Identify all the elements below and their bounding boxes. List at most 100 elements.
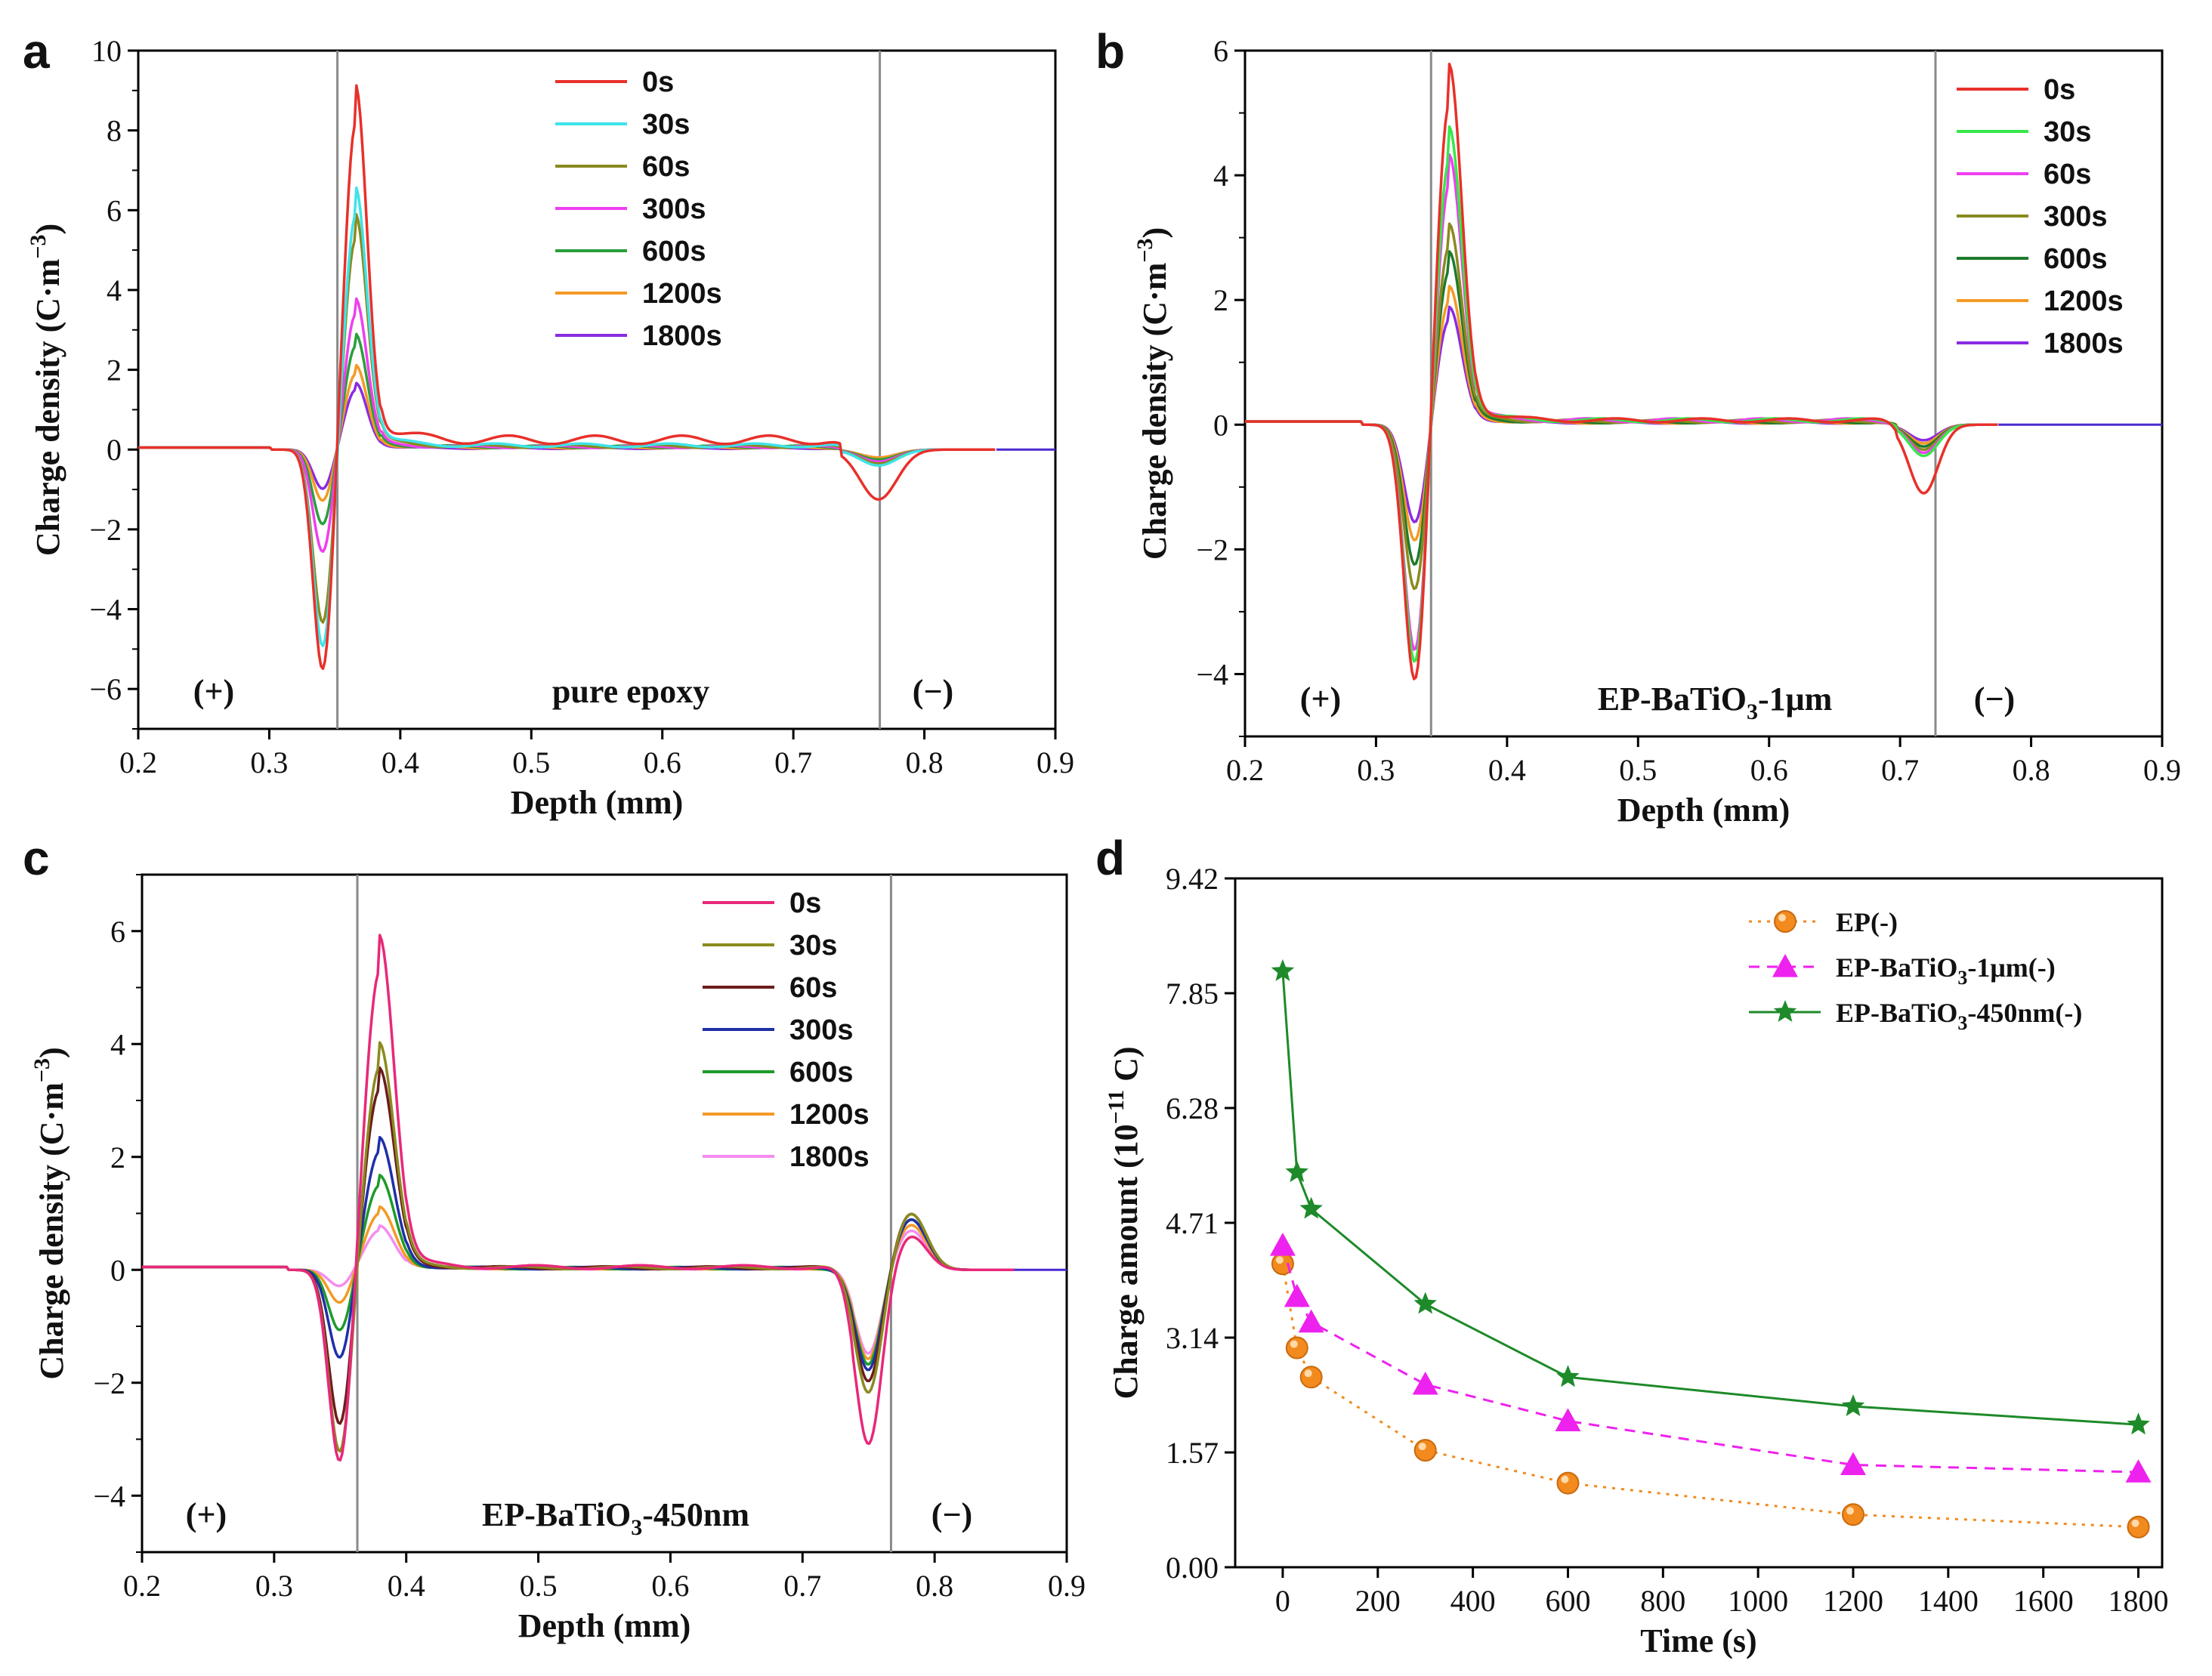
legend-label-part: -450nm(-) [1967, 998, 2082, 1028]
y-axis-label-close: ) [1136, 227, 1173, 239]
plot-frame [137, 49, 1057, 730]
x-tick-label: 0.8 [906, 745, 944, 779]
y-tick-label: 0 [1213, 408, 1228, 442]
x-tick-label: 0.5 [1619, 753, 1657, 787]
panel-label: d [1095, 831, 1125, 885]
legend-label-part: EP-BaTiO [1836, 952, 1957, 983]
x-tick-label: 0.5 [512, 745, 550, 779]
series-line-0s [138, 84, 996, 671]
legend-label: 60s [642, 151, 690, 183]
x-tick-label: 400 [1450, 1584, 1496, 1618]
data-point [1284, 1283, 1310, 1307]
legend-label: 1800s [789, 1141, 870, 1173]
legend-marker [1774, 910, 1796, 933]
y-tick-label: 6 [107, 193, 122, 227]
x-tick-label: 0.3 [255, 1569, 293, 1603]
y-axis-label-main: Charge density (C·m [1136, 263, 1173, 560]
legend-label-part: -1μm(-) [1967, 952, 2055, 983]
legend-label: 300s [789, 1014, 854, 1046]
y-tick-label: −4 [1196, 657, 1228, 691]
x-tick-label: 0.3 [250, 745, 288, 779]
panel-b: b 0.2 0.3 0.4 0.5 0.6 0.7 0.8 0.9 −4 −2 0 2 4 6 Depth (… [1095, 24, 2181, 829]
legend-label: 1800s [642, 320, 722, 352]
y-axis-label-main: Charge amount (10 [1108, 1124, 1145, 1399]
y-tick-label: −6 [89, 672, 122, 706]
x-axis-label: Depth (mm) [511, 784, 684, 821]
x-tick-label: 0.6 [644, 745, 681, 779]
legend-label: EP-BaTiO3-450nm(-) [1836, 998, 2082, 1034]
data-point-highlight [1275, 1256, 1284, 1264]
y-tick-label: 8 [107, 114, 122, 148]
x-tick-label: 0.4 [382, 745, 419, 779]
y-axis-label: Charge amount (10−11 C) [1104, 1046, 1145, 1399]
plot-frame [1243, 49, 2164, 738]
legend-label: EP(-) [1836, 907, 1898, 937]
x-tick-label: 0.7 [774, 745, 812, 779]
data-point [1413, 1439, 1437, 1462]
x-tick-label: 0.4 [388, 1569, 425, 1603]
panel-label: c [23, 831, 50, 885]
x-tick-label: 0.2 [123, 1569, 161, 1603]
legend-label-part: EP(-) [1836, 907, 1898, 937]
series-line-0s [1245, 63, 1998, 681]
y-tick-label: 6.28 [1166, 1091, 1219, 1125]
legend-label: 30s [2044, 116, 2091, 148]
sample-annotation: pure epoxy [552, 673, 709, 710]
x-tick-label: 1800 [2109, 1584, 2169, 1618]
x-tick-label: 600 [1545, 1584, 1590, 1618]
y-axis-label-close: ) [29, 224, 66, 235]
y-tick-label: 4 [1213, 159, 1228, 193]
data-point [2125, 1459, 2152, 1483]
data-point [1841, 1394, 1865, 1416]
legend-marker [1773, 1000, 1797, 1022]
sample-annotation-tail: -1μm [1758, 681, 1832, 718]
cathode-annotation: (−) [1974, 681, 2015, 718]
y-axis-label-main: Charge density (C·m [29, 259, 66, 557]
legend-label: 300s [2044, 201, 2108, 233]
y-tick-label: 9.42 [1166, 862, 1219, 896]
y-axis-label: Charge density (C·m−3) [29, 1047, 70, 1379]
y-tick-label: 0 [107, 433, 122, 467]
legend-label: 1200s [2044, 286, 2124, 317]
x-tick-label: 1000 [1728, 1584, 1788, 1618]
legend-label: 60s [2044, 159, 2091, 190]
cathode-annotation: (−) [931, 1496, 972, 1533]
data-point-highlight [1304, 1369, 1312, 1378]
x-tick-label: 0.8 [2013, 753, 2050, 787]
y-tick-label: −2 [1196, 532, 1228, 566]
series-line-0s [142, 934, 1015, 1462]
y-axis-label-close: ) [33, 1047, 70, 1058]
sample-annotation: EP-BaTiO3-1μm [1598, 681, 1832, 724]
x-tick-label: 0.9 [1036, 745, 1074, 779]
y-tick-label: 4 [110, 1027, 125, 1061]
y-tick-label: 7.85 [1166, 977, 1219, 1011]
cathode-annotation: (−) [913, 673, 953, 710]
data-point [1556, 1471, 1580, 1495]
anode-annotation: (+) [193, 673, 234, 710]
legend-label: 0s [642, 66, 674, 98]
data-point [1555, 1408, 1581, 1431]
y-tick-label: −4 [93, 1479, 125, 1513]
legend-label: 1800s [2044, 328, 2124, 360]
panel-label: a [23, 24, 50, 79]
data-point [1298, 1309, 1324, 1333]
legend-label-part: EP-BaTiO [1836, 998, 1957, 1028]
x-tick-label: 0.2 [1226, 753, 1264, 787]
data-point [1413, 1292, 1437, 1314]
y-tick-label: −2 [93, 1366, 125, 1400]
y-axis-label-sup: −3 [26, 235, 51, 259]
x-tick-label: 0.8 [916, 1569, 953, 1603]
x-tick-label: 0.5 [520, 1569, 558, 1603]
legend-label: 600s [2044, 243, 2108, 275]
data-point [1269, 1233, 1296, 1256]
legend-label: 300s [642, 193, 706, 225]
legend-label: EP-BaTiO3-1μm(-) [1836, 952, 2056, 989]
data-point [1412, 1371, 1438, 1395]
y-tick-label: 0.00 [1166, 1551, 1219, 1585]
y-tick-label: 10 [91, 34, 122, 68]
y-tick-label: 0 [110, 1253, 125, 1287]
legend-label: 600s [642, 236, 706, 267]
legend-label-part: 3 [1957, 967, 1967, 989]
data-point-highlight [1290, 1340, 1298, 1348]
x-tick-label: 0.2 [119, 745, 157, 779]
